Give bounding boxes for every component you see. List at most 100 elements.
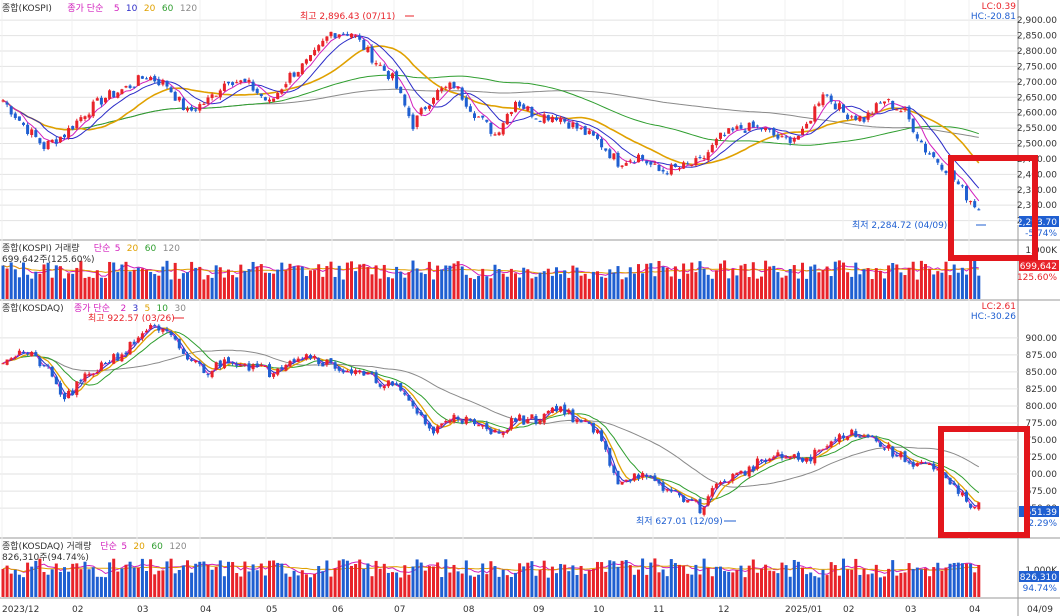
- candle-body: [423, 414, 427, 425]
- volume-bar: [661, 569, 665, 597]
- volume-bar: [22, 262, 25, 299]
- volume-bar: [190, 572, 194, 597]
- volume-bar: [751, 559, 755, 597]
- candle-body: [30, 351, 34, 357]
- candle-body: [755, 458, 759, 470]
- volume-bar: [821, 269, 825, 299]
- candle-body: [313, 49, 317, 56]
- volume-bar: [969, 260, 973, 299]
- volume-bar: [567, 277, 571, 299]
- candle-body: [965, 186, 968, 201]
- candle-body: [124, 86, 128, 88]
- candle-body: [296, 358, 300, 362]
- volume-bar: [842, 558, 845, 597]
- volume-bar: [616, 266, 620, 299]
- candle-body: [198, 361, 202, 364]
- ma-period-label: 120: [163, 244, 180, 254]
- volume-bar: [764, 260, 768, 299]
- volume-bar: [17, 574, 21, 597]
- candle-body: [850, 116, 854, 118]
- candle-body: [136, 75, 140, 86]
- candle-body: [231, 82, 235, 86]
- candle-body: [149, 324, 153, 329]
- candle-body: [354, 35, 358, 37]
- candle-body: [559, 406, 563, 412]
- volume-bar: [505, 276, 509, 299]
- volume-bar: [436, 562, 440, 597]
- volume-bar: [440, 577, 444, 597]
- candle-body: [809, 120, 813, 124]
- volume-bar: [936, 562, 940, 597]
- candle-body: [936, 469, 940, 471]
- candle-body: [149, 76, 153, 81]
- volume-bar: [366, 267, 370, 299]
- volume-bar: [222, 576, 226, 597]
- candle-body: [780, 136, 784, 138]
- candle-body: [243, 363, 247, 365]
- volume-bar: [345, 560, 349, 597]
- candle-body: [940, 164, 944, 170]
- volume-last-label: 826,310: [1020, 573, 1057, 583]
- candle-body: [83, 373, 87, 382]
- candle-body: [411, 114, 415, 130]
- volume-bar: [723, 571, 727, 597]
- volume-bar: [694, 272, 698, 299]
- candle-body: [341, 33, 345, 35]
- volume-bar: [124, 564, 128, 597]
- candle-body: [370, 371, 374, 374]
- candle-body: [977, 209, 981, 211]
- candle-body: [694, 500, 698, 502]
- volume-bar: [497, 269, 501, 299]
- candle-body: [34, 352, 38, 356]
- candle-body: [550, 116, 554, 123]
- volume-bar: [58, 571, 62, 597]
- candle-body: [99, 97, 103, 105]
- x-tick-label: 03: [905, 605, 916, 615]
- candle-body: [26, 353, 30, 355]
- candle-body: [887, 444, 891, 449]
- candle-body: [95, 98, 99, 101]
- volume-bar: [399, 271, 403, 299]
- x-tick-label: 12: [718, 605, 729, 615]
- volume-bar: [218, 560, 222, 597]
- volume-bar: [395, 266, 399, 299]
- candle-body: [911, 461, 915, 467]
- candle-body: [747, 122, 751, 131]
- candle-body: [243, 78, 247, 83]
- candle-body: [596, 134, 599, 139]
- volume-bar: [337, 265, 341, 299]
- volume-bar: [932, 274, 936, 299]
- candle-body: [657, 479, 661, 484]
- volume-bar: [682, 565, 686, 597]
- candle-body: [235, 82, 239, 84]
- volume-bar: [255, 570, 259, 597]
- candle-body: [649, 162, 653, 165]
- volume-bar: [764, 564, 768, 597]
- volume-bar: [747, 277, 751, 299]
- volume-bar: [628, 565, 632, 597]
- volume-bar: [165, 260, 169, 299]
- volume-bar: [649, 562, 653, 597]
- candle-body: [284, 84, 288, 88]
- candle-body: [583, 126, 587, 135]
- candle-body: [440, 423, 444, 426]
- volume-bar: [259, 563, 263, 597]
- volume-bar: [419, 272, 423, 299]
- volume-bar: [296, 575, 300, 597]
- volume-bar: [956, 562, 960, 597]
- candle-body: [325, 36, 329, 41]
- volume-bar: [374, 560, 378, 597]
- volume-bar: [829, 562, 833, 597]
- volume-bar: [153, 274, 157, 299]
- volume-bar: [464, 274, 468, 299]
- candle-body: [108, 362, 112, 364]
- volume-bar: [706, 274, 710, 299]
- candle-body: [456, 86, 460, 89]
- candle-body: [210, 370, 214, 378]
- candle-body: [309, 355, 312, 359]
- volume-bar: [690, 262, 694, 299]
- candle-body: [514, 418, 517, 422]
- volume-bar: [255, 266, 259, 299]
- volume-bar: [837, 260, 841, 299]
- volume-bar: [50, 277, 54, 299]
